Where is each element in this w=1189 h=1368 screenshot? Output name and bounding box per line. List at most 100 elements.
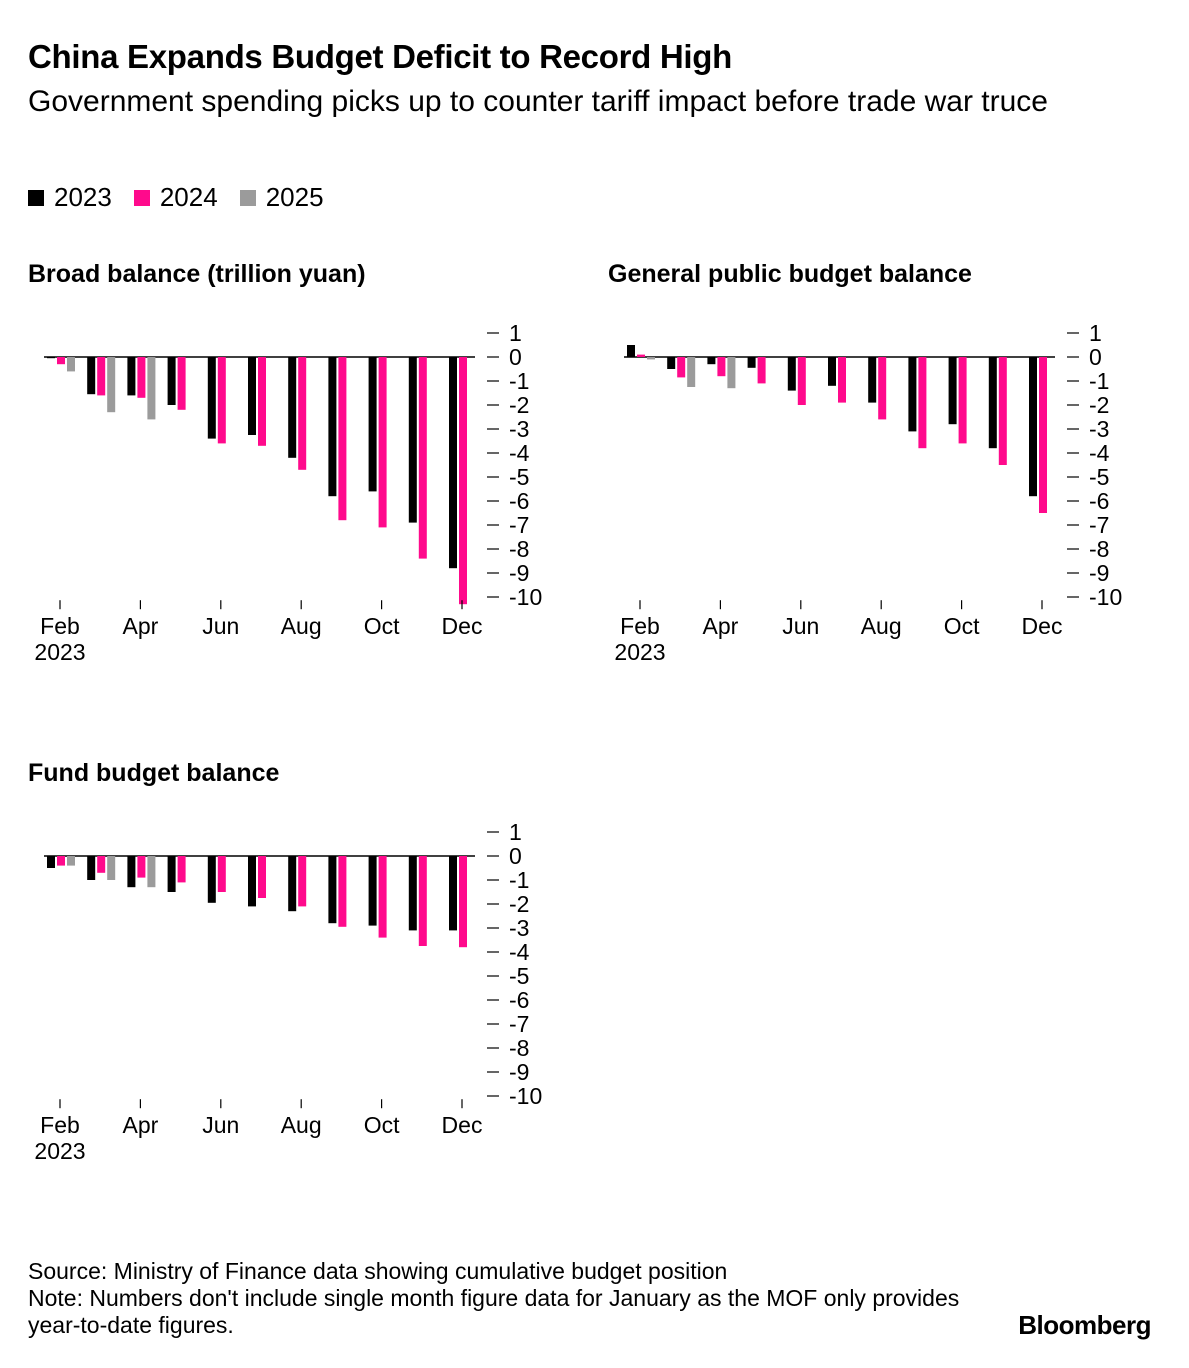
panel2-ytick-label: -1	[509, 867, 529, 893]
panel0-bar-2023-jun	[207, 357, 216, 439]
panel1-ytick-label: -4	[1089, 440, 1110, 466]
panel1-bar-2025-feb	[647, 357, 655, 360]
bloomberg-logo: Bloomberg	[1018, 1310, 1151, 1340]
panel1-ytick-label: -2	[1089, 392, 1109, 418]
panel1-bar-2024-apr	[717, 357, 726, 377]
panel0-bar-2023-jul	[248, 357, 256, 435]
panel2-bar-2025-apr	[147, 856, 156, 888]
panel1-ytick-label: -7	[1089, 512, 1109, 538]
panel1-bar-2024-nov	[998, 357, 1007, 465]
panel2-xtick-label-oct: Oct	[364, 1112, 400, 1138]
panel0-xtick-label-feb: Feb	[40, 613, 80, 639]
panel2-bar-2023-nov	[408, 856, 417, 931]
panel1-xtick-label-dec: Dec	[1022, 613, 1063, 639]
panel0-ytick-label: 0	[509, 344, 522, 370]
legend-item-2023: 2023	[28, 182, 112, 213]
panel1-bar-2023-sep	[908, 357, 917, 432]
panel0-bar-2023-dec	[449, 357, 457, 569]
panel1-bar-2023-nov	[988, 357, 997, 449]
legend-swatch-2024	[133, 189, 150, 206]
legend-label-2025: 2025	[265, 182, 324, 212]
panel1-ytick-label: 1	[1089, 320, 1102, 346]
panel-title-fund-budget: Fund budget balance	[28, 759, 280, 787]
panel1-bar-2023-feb	[627, 345, 635, 357]
panel1-xtick-label-feb: Feb	[620, 613, 660, 639]
panel0-bar-2025-feb	[67, 357, 75, 372]
panel0-bar-2024-feb	[57, 357, 65, 365]
panel0-ytick-label: -5	[509, 464, 529, 490]
chart-title: China Expands Budget Deficit to Record H…	[28, 38, 732, 75]
note-text: Note: Numbers don't include single month…	[28, 1285, 960, 1338]
panel1-bar-2024-jun	[797, 357, 806, 405]
panel2-bar-2023-feb	[47, 856, 55, 868]
panel0-ytick-label: -4	[509, 440, 530, 466]
panel2-bar-2025-feb	[67, 856, 75, 866]
panel0-bar-2025-mar	[107, 357, 116, 413]
panel2-bar-2023-mar	[87, 856, 96, 880]
panel0-bar-2023-may	[167, 357, 176, 405]
panel1-bar-2023-may	[747, 357, 756, 368]
panel1-bar-2024-dec	[1039, 357, 1047, 513]
legend-swatch-2023	[28, 189, 44, 206]
panel1-xtick-label-apr: Apr	[703, 613, 739, 639]
panel0-bar-2023-mar	[87, 357, 96, 395]
panel1-bar-2025-apr	[727, 357, 736, 389]
panel0-bar-2024-mar	[97, 357, 106, 396]
panel0-ytick-label: -8	[509, 536, 529, 562]
panel2-xtick-year-label: 2023	[34, 1138, 85, 1164]
panel1-xtick-year-label: 2023	[614, 639, 665, 665]
panel2-ytick-label: -4	[509, 939, 530, 965]
panel2-xtick-label-aug: Aug	[281, 1112, 322, 1138]
panel2-bar-2024-jun	[217, 856, 226, 892]
panel1-ytick-label: -6	[1089, 488, 1109, 514]
panel1-bar-2024-feb	[637, 354, 645, 357]
panel0-bar-2024-dec	[459, 357, 467, 605]
panel0-bar-2024-oct	[378, 357, 387, 528]
panel0-bar-2024-aug	[298, 357, 307, 470]
panel2-bar-2023-may	[167, 856, 176, 892]
panel0-xtick-label-aug: Aug	[281, 613, 322, 639]
panel1-bar-2023-apr	[707, 357, 716, 365]
panel0-xtick-year-label: 2023	[34, 639, 85, 665]
legend-item-2024: 2024	[133, 182, 218, 213]
panel0-bar-2024-may	[177, 357, 186, 410]
panel2-bar-2023-apr	[127, 856, 136, 888]
panel0-ytick-label: 1	[509, 320, 522, 346]
panel0-xtick-label-apr: Apr	[123, 613, 159, 639]
panel0-bar-2023-nov	[408, 357, 417, 523]
panel0-bar-2025-apr	[147, 357, 156, 420]
panel2-bar-2024-sep	[338, 856, 347, 927]
panel2-bar-2025-mar	[107, 856, 116, 880]
panel0-ytick-label: -6	[509, 488, 529, 514]
panel2-ytick-label: 1	[509, 819, 522, 845]
panel0-bar-2024-apr	[137, 357, 146, 398]
panel2-bar-2023-oct	[368, 856, 377, 926]
panel1-bar-2025-mar	[687, 357, 696, 387]
panel0-bar-2024-nov	[418, 357, 427, 559]
panel1-bar-2024-oct	[958, 357, 967, 444]
panel2-ytick-label: -7	[509, 1011, 529, 1037]
panel2-bar-2024-mar	[97, 856, 106, 873]
chart-subtitle: Government spending picks up to counter …	[28, 85, 1048, 118]
panel2-bar-2024-apr	[137, 856, 146, 878]
panel1-ytick-label: -10	[1089, 584, 1122, 610]
panel1-bar-2023-dec	[1029, 357, 1037, 497]
panel0-ytick-label: -3	[509, 416, 529, 442]
panel1-bar-2023-jul	[828, 357, 836, 386]
panel1-xtick-label-jun: Jun	[782, 613, 819, 639]
panel2-bar-2023-jul	[248, 856, 256, 907]
panel1-bar-2023-aug	[868, 357, 877, 403]
panel2-ytick-label: -5	[509, 963, 529, 989]
panel1-ytick-label: 0	[1089, 344, 1102, 370]
panel1-bar-2024-jul	[838, 357, 846, 403]
panel0-xtick-label-jun: Jun	[202, 613, 239, 639]
source-text: Source: Ministry of Finance data showing…	[28, 1258, 728, 1284]
legend-label-2024: 2024	[159, 182, 218, 212]
panel1-ytick-label: -8	[1089, 536, 1109, 562]
footer-notes: Source: Ministry of Finance data showing…	[28, 1258, 988, 1339]
panel2-bar-2023-sep	[328, 856, 337, 924]
panel0-bar-2023-sep	[328, 357, 337, 497]
panel1-bar-2024-mar	[677, 357, 686, 378]
panel2-bar-2024-may	[177, 856, 186, 883]
panel0-xtick-label-dec: Dec	[442, 613, 483, 639]
